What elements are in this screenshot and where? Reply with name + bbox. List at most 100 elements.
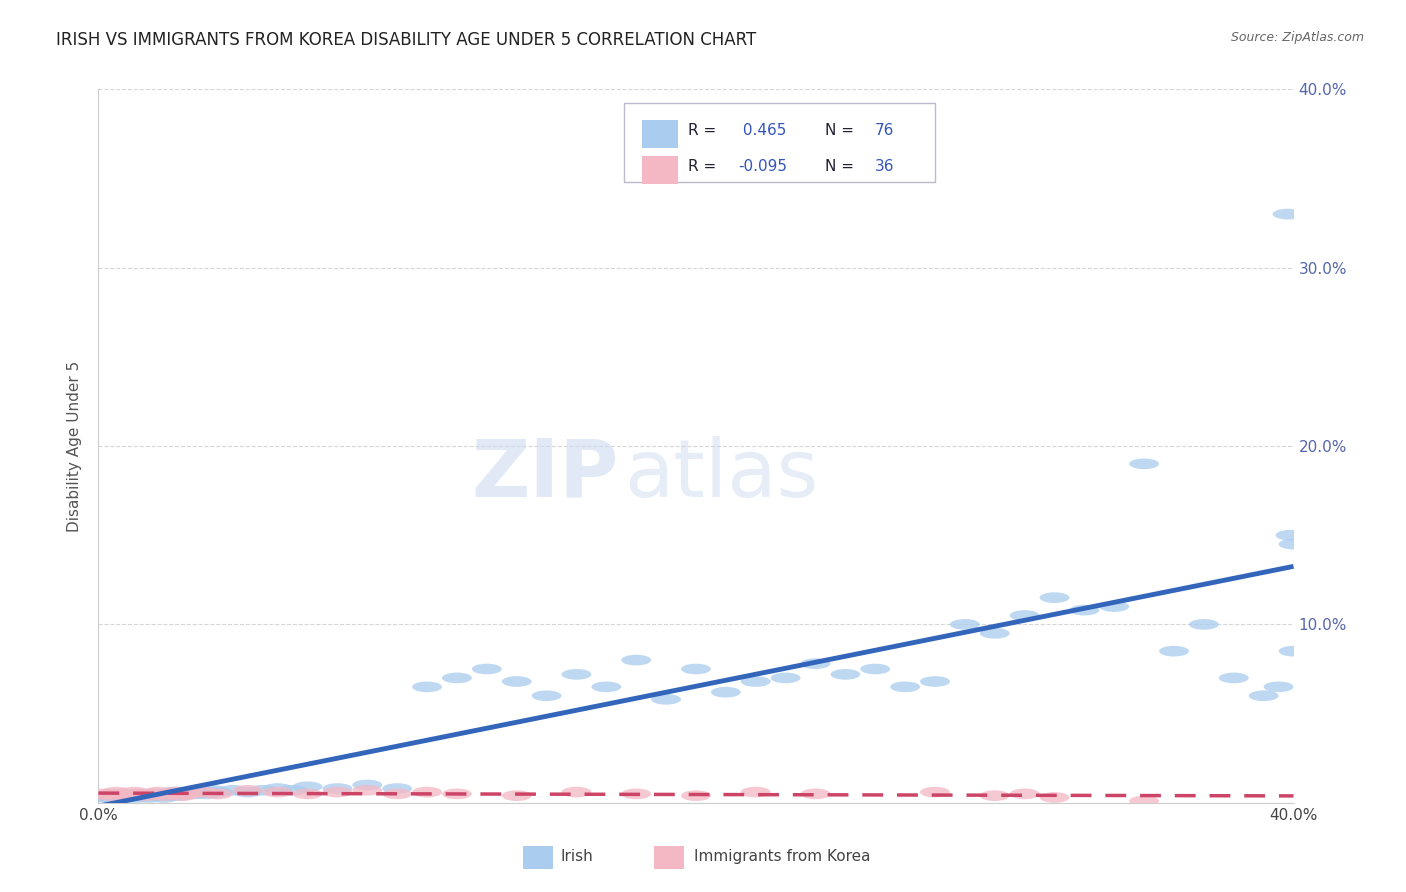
Ellipse shape xyxy=(412,787,441,797)
Text: IRISH VS IMMIGRANTS FROM KOREA DISABILITY AGE UNDER 5 CORRELATION CHART: IRISH VS IMMIGRANTS FROM KOREA DISABILIT… xyxy=(56,31,756,49)
Ellipse shape xyxy=(950,619,980,630)
Ellipse shape xyxy=(322,787,353,797)
Ellipse shape xyxy=(155,790,186,801)
Ellipse shape xyxy=(120,789,149,799)
Ellipse shape xyxy=(592,681,621,692)
Ellipse shape xyxy=(135,792,165,803)
Ellipse shape xyxy=(1219,673,1249,683)
Ellipse shape xyxy=(621,655,651,665)
Ellipse shape xyxy=(111,789,141,799)
Ellipse shape xyxy=(800,658,831,669)
Ellipse shape xyxy=(502,790,531,801)
Ellipse shape xyxy=(860,664,890,674)
Ellipse shape xyxy=(107,789,138,799)
Ellipse shape xyxy=(197,785,226,796)
Y-axis label: Disability Age Under 5: Disability Age Under 5 xyxy=(67,360,83,532)
Ellipse shape xyxy=(167,790,197,801)
Ellipse shape xyxy=(96,792,125,803)
Ellipse shape xyxy=(90,792,120,803)
Ellipse shape xyxy=(104,792,135,803)
FancyBboxPatch shape xyxy=(654,846,685,869)
Ellipse shape xyxy=(1010,789,1039,799)
Ellipse shape xyxy=(741,787,770,797)
Ellipse shape xyxy=(159,787,188,797)
Ellipse shape xyxy=(101,790,131,801)
Ellipse shape xyxy=(114,790,143,801)
Ellipse shape xyxy=(93,790,122,801)
Ellipse shape xyxy=(1039,792,1070,803)
Ellipse shape xyxy=(831,669,860,680)
Ellipse shape xyxy=(278,785,308,796)
Text: -0.095: -0.095 xyxy=(738,159,787,174)
Ellipse shape xyxy=(1278,539,1309,549)
Ellipse shape xyxy=(202,787,233,797)
Ellipse shape xyxy=(353,785,382,796)
Ellipse shape xyxy=(120,787,149,797)
Text: 0.465: 0.465 xyxy=(738,123,786,138)
Ellipse shape xyxy=(173,789,202,799)
Ellipse shape xyxy=(1278,646,1309,657)
Ellipse shape xyxy=(125,790,155,801)
Ellipse shape xyxy=(382,783,412,794)
Text: N =: N = xyxy=(825,159,853,174)
Ellipse shape xyxy=(920,787,950,797)
Ellipse shape xyxy=(561,669,592,680)
Ellipse shape xyxy=(143,789,173,799)
Ellipse shape xyxy=(1159,646,1189,657)
Ellipse shape xyxy=(152,789,183,799)
Ellipse shape xyxy=(263,787,292,797)
Ellipse shape xyxy=(90,789,120,799)
Ellipse shape xyxy=(441,673,472,683)
Ellipse shape xyxy=(382,789,412,799)
Ellipse shape xyxy=(800,789,831,799)
Ellipse shape xyxy=(353,780,382,790)
Ellipse shape xyxy=(292,789,322,799)
Text: R =: R = xyxy=(688,159,716,174)
Ellipse shape xyxy=(131,790,162,801)
Ellipse shape xyxy=(1275,530,1306,541)
FancyBboxPatch shape xyxy=(624,103,935,182)
Ellipse shape xyxy=(531,690,561,701)
Text: Immigrants from Korea: Immigrants from Korea xyxy=(693,849,870,863)
Ellipse shape xyxy=(117,790,146,801)
Text: N =: N = xyxy=(825,123,853,138)
Ellipse shape xyxy=(96,790,125,801)
FancyBboxPatch shape xyxy=(523,846,553,869)
FancyBboxPatch shape xyxy=(643,120,678,148)
Ellipse shape xyxy=(155,789,186,799)
Ellipse shape xyxy=(173,787,202,797)
Ellipse shape xyxy=(114,792,143,803)
Ellipse shape xyxy=(920,676,950,687)
Ellipse shape xyxy=(651,694,681,705)
Ellipse shape xyxy=(146,790,176,801)
Ellipse shape xyxy=(741,676,770,687)
Ellipse shape xyxy=(1129,796,1159,806)
Ellipse shape xyxy=(292,781,322,792)
Ellipse shape xyxy=(162,789,191,799)
Ellipse shape xyxy=(179,789,209,799)
Ellipse shape xyxy=(141,790,170,801)
Ellipse shape xyxy=(138,789,167,799)
Ellipse shape xyxy=(125,789,155,799)
Ellipse shape xyxy=(143,787,173,797)
FancyBboxPatch shape xyxy=(643,155,678,184)
Ellipse shape xyxy=(711,687,741,698)
Ellipse shape xyxy=(1070,605,1099,615)
Ellipse shape xyxy=(1272,209,1302,219)
Ellipse shape xyxy=(1249,690,1278,701)
Ellipse shape xyxy=(202,789,233,799)
Ellipse shape xyxy=(98,789,128,799)
Text: Source: ZipAtlas.com: Source: ZipAtlas.com xyxy=(1230,31,1364,45)
Ellipse shape xyxy=(128,789,159,799)
Ellipse shape xyxy=(1039,592,1070,603)
Ellipse shape xyxy=(233,787,263,797)
Text: R =: R = xyxy=(688,123,716,138)
Ellipse shape xyxy=(263,783,292,794)
Ellipse shape xyxy=(247,785,278,796)
Ellipse shape xyxy=(186,787,215,797)
Ellipse shape xyxy=(980,628,1010,639)
Ellipse shape xyxy=(561,787,592,797)
Ellipse shape xyxy=(472,664,502,674)
Ellipse shape xyxy=(412,681,441,692)
Ellipse shape xyxy=(890,681,920,692)
